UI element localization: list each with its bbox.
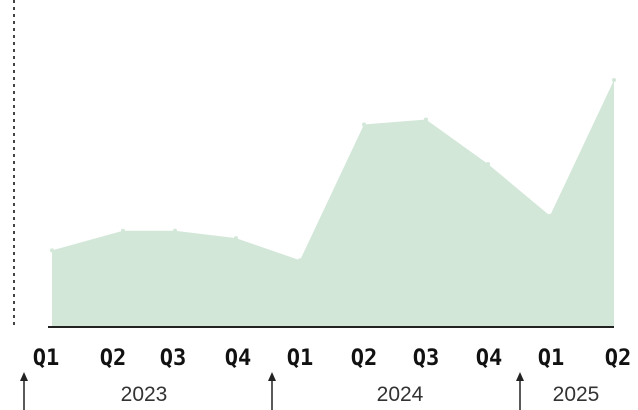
x-tick-label-quarter: Q1	[33, 346, 60, 371]
x-tick-label-quarter: Q1	[287, 346, 314, 371]
area-series	[52, 80, 614, 327]
x-tick-label-quarter: Q1	[538, 346, 565, 371]
x-tick-label-year: 2025	[553, 383, 600, 406]
data-point	[50, 248, 54, 253]
year-marker-arrowhead	[20, 372, 28, 381]
area-layer	[50, 78, 616, 327]
x-tick-label-quarter: Q2	[351, 346, 378, 371]
data-point	[362, 122, 366, 127]
data-point	[548, 213, 552, 218]
quarter-tick-labels: Q1 Q2 Q3 Q4 Q1 Q2 Q3 Q4 Q1 Q2	[33, 346, 632, 371]
year-marker-arrowhead	[268, 372, 276, 381]
x-tick-label-quarter: Q3	[160, 346, 187, 371]
data-point	[424, 117, 428, 122]
x-tick-label-quarter: Q2	[605, 346, 632, 371]
year-marker-arrowhead	[516, 372, 524, 381]
x-tick-label-quarter: Q3	[413, 346, 440, 371]
data-point	[234, 236, 238, 241]
data-point	[486, 162, 490, 166]
x-tick-label-year: 2024	[377, 383, 424, 406]
data-point	[612, 78, 616, 82]
x-tick-label-quarter: Q4	[476, 346, 503, 371]
data-point	[298, 258, 302, 263]
year-markers: 2023 2024 2025	[20, 372, 599, 410]
x-tick-label-year: 2023	[121, 383, 168, 406]
x-tick-label-quarter: Q4	[225, 346, 252, 371]
data-point	[121, 228, 125, 233]
data-point	[173, 228, 177, 233]
x-tick-label-quarter: Q2	[100, 346, 127, 371]
